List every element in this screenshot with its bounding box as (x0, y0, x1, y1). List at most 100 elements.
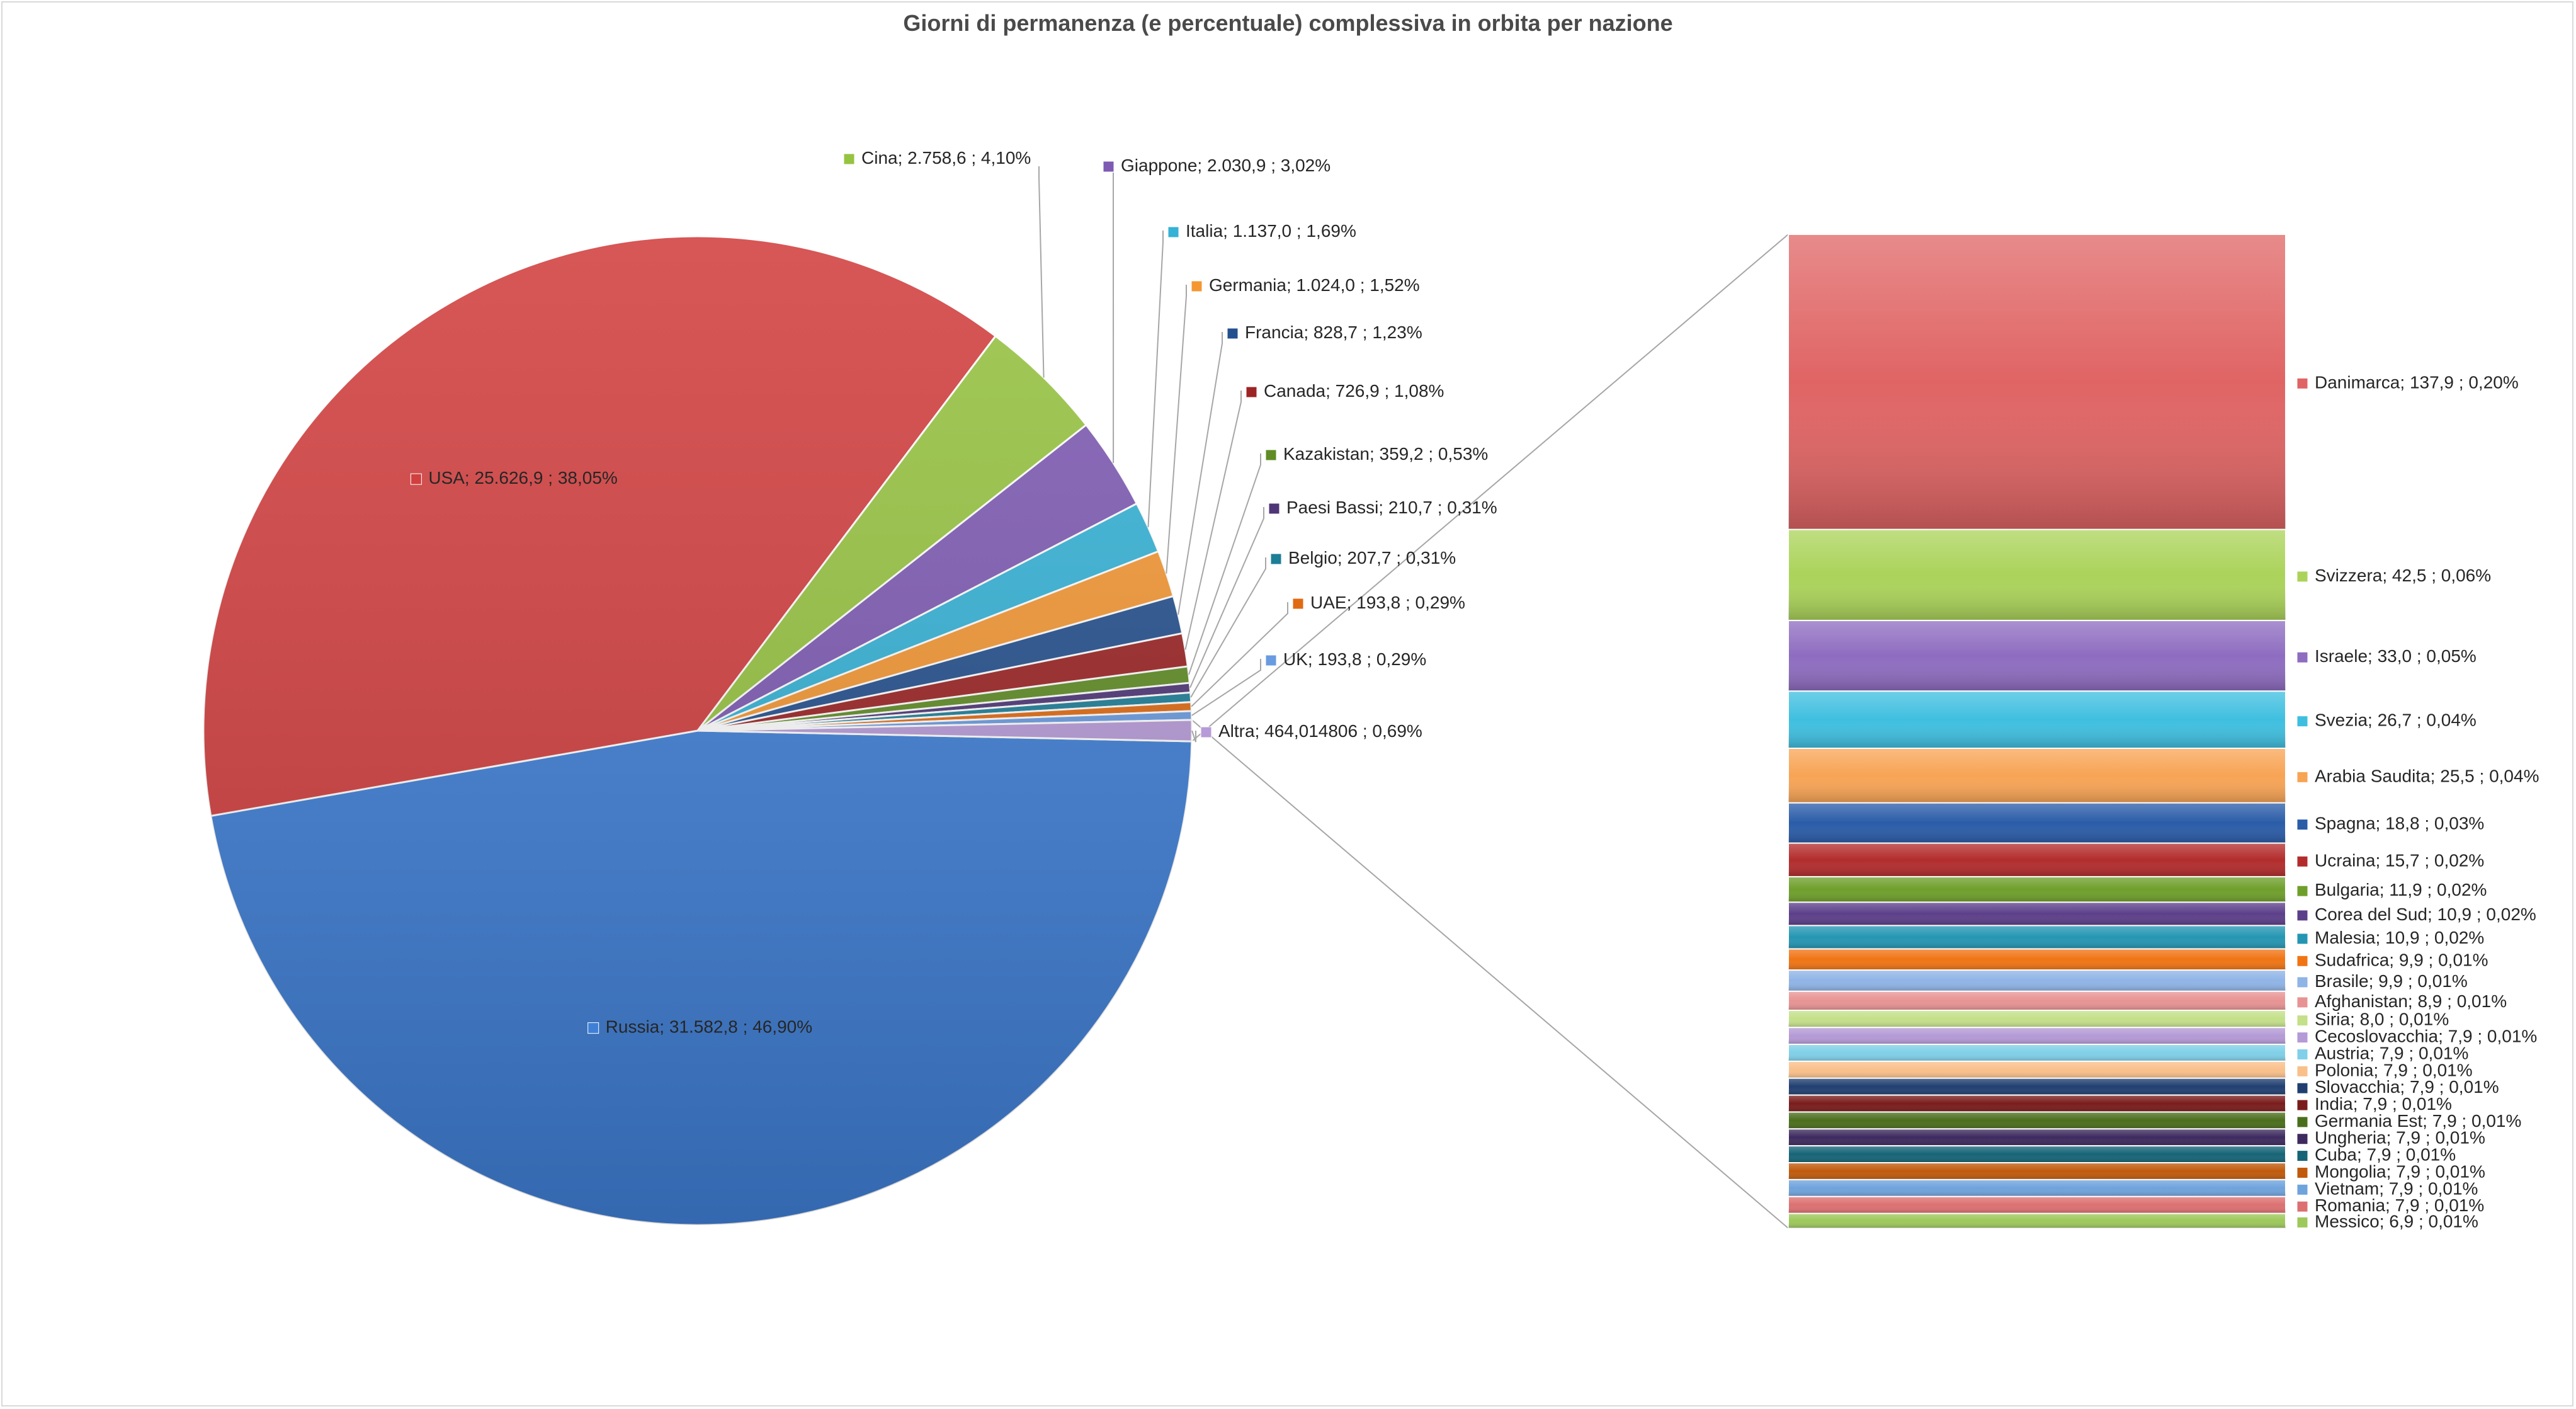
bar-label-polonia: Polonia; 7,9 ; 0,01% (2296, 1060, 2473, 1080)
bar-segment-shade (1788, 234, 2286, 530)
label-text: Messico; 6,9 ; 0,01% (2315, 1211, 2478, 1231)
label-key-swatch (2296, 651, 2308, 663)
bar-segment-shade (1788, 1196, 2286, 1214)
label-text: Canada; 726,9 ; 1,08% (1264, 381, 1444, 401)
bar-segment-shade (1788, 843, 2286, 877)
label-text: Malesia; 10,9 ; 0,02% (2315, 928, 2484, 947)
label-key-swatch (2296, 1048, 2308, 1060)
label-key-swatch (2296, 716, 2308, 727)
bar-segment-shade (1788, 1163, 2286, 1180)
bar-label-svizzera: Svizzera; 42,5 ; 0,06% (2296, 566, 2491, 585)
label-text: Danimarca; 137,9 ; 0,20% (2315, 372, 2519, 392)
label-text: Israele; 33,0 ; 0,05% (2315, 646, 2477, 666)
bar-segment-shade (1788, 991, 2286, 1011)
label-text: Polonia; 7,9 ; 0,01% (2315, 1060, 2473, 1080)
label-key-swatch (2296, 1150, 2308, 1162)
bar-label-corea-del-sud: Corea del Sud; 10,9 ; 0,02% (2296, 904, 2536, 924)
bar-label-vietnam: Vietnam; 7,9 ; 0,01% (2296, 1178, 2478, 1198)
connector-lines (1191, 234, 1789, 1229)
bar-label-slovacchia: Slovacchia; 7,9 ; 0,01% (2296, 1077, 2499, 1097)
label-key-swatch (2296, 976, 2308, 988)
leader-lines (1038, 166, 1288, 743)
label-key-swatch (2296, 1167, 2308, 1178)
bar-label-malesia: Malesia; 10,9 ; 0,02% (2296, 928, 2484, 947)
label-key-swatch (1270, 553, 1282, 565)
label-text: Ucraina; 15,7 ; 0,02% (2315, 850, 2484, 870)
label-key-swatch (1265, 449, 1277, 461)
pie-label-kazakistan: Kazakistan; 359,2 ; 0,53% (1265, 444, 1488, 464)
bar-segment-shade (1788, 1095, 2286, 1112)
bar-label-bulgaria: Bulgaria; 11,9 ; 0,02% (2296, 880, 2487, 899)
bar-label-ungheria: Ungheria; 7,9 ; 0,01% (2296, 1128, 2485, 1148)
leader-line-francia (1177, 332, 1223, 615)
label-key-swatch (2296, 1015, 2308, 1027)
label-key-swatch (2296, 1133, 2308, 1145)
bar-segment-shade (1788, 1010, 2286, 1028)
data-labels: Russia; 31.582,8 ; 46,90% USA; 25.626,9 ;… (410, 148, 2539, 1231)
label-text: Vietnam; 7,9 ; 0,01% (2315, 1178, 2478, 1198)
bar-label-ucraina: Ucraina; 15,7 ; 0,02% (2296, 850, 2484, 870)
leader-line-germania (1166, 285, 1187, 574)
label-key-swatch (2296, 1065, 2308, 1077)
label-text: UK; 193,8 ; 0,29% (1283, 649, 1426, 669)
pie-label-cina: Cina; 2.758,6 ; 4,10% (843, 148, 1031, 168)
label-text: Afghanistan; 8,9 ; 0,01% (2315, 991, 2507, 1011)
leader-line-uae (1191, 602, 1288, 707)
label-text: UAE; 193,8 ; 0,29% (1310, 593, 1465, 612)
label-key-swatch (2296, 571, 2308, 583)
label-key-swatch (2296, 377, 2308, 389)
bar-segment-shade (1788, 1061, 2286, 1078)
bar-segment-shade (1788, 902, 2286, 926)
pie-label-paesi-bassi: Paesi Bassi; 210,7 ; 0,31% (1268, 498, 1497, 517)
pie-label-altra: Altra; 464,014806 ; 0,69% (1200, 721, 1422, 741)
label-key-swatch (1167, 226, 1179, 238)
label-text: Francia; 828,7 ; 1,23% (1245, 322, 1422, 342)
pie-label-francia: Francia; 828,7 ; 1,23% (1227, 322, 1422, 342)
leader-line-cina (1038, 166, 1045, 378)
leader-line-uk (1191, 659, 1261, 716)
label-key-swatch (2296, 910, 2308, 921)
bar-label-romania: Romania; 7,9 ; 0,01% (2296, 1195, 2484, 1215)
label-key-swatch (1191, 280, 1203, 292)
leader-line-italia (1147, 231, 1164, 528)
bar-label-afghanistan: Afghanistan; 8,9 ; 0,01% (2296, 991, 2507, 1011)
pie-highlight (203, 236, 1192, 1225)
label-key-swatch (2296, 955, 2308, 967)
label-text: USA; 25.626,9 ; 38,05% (428, 468, 617, 488)
label-key-swatch (2296, 885, 2308, 897)
label-text: Slovacchia; 7,9 ; 0,01% (2315, 1077, 2499, 1097)
label-text: Cuba; 7,9 ; 0,01% (2315, 1145, 2456, 1165)
label-text: Belgio; 207,7 ; 0,31% (1288, 548, 1456, 568)
label-text: Svezia; 26,7 ; 0,04% (2315, 710, 2477, 730)
bar-segment-shade (1788, 970, 2286, 991)
label-text: India; 7,9 ; 0,01% (2315, 1094, 2452, 1114)
label-text: Svizzera; 42,5 ; 0,06% (2315, 566, 2491, 585)
label-key-swatch (1245, 386, 1257, 398)
bar-segment-shade (1788, 949, 2286, 971)
label-key-swatch (2296, 855, 2308, 867)
label-key-swatch (2296, 1201, 2308, 1212)
label-key-swatch (1227, 328, 1239, 339)
bar-label-sudafrica: Sudafrica; 9,9 ; 0,01% (2296, 950, 2488, 969)
bar-segment-shade (1788, 1078, 2286, 1095)
label-key-swatch (2296, 819, 2308, 831)
bar-segment-shade (1788, 1179, 2286, 1197)
bar-label-brasile: Brasile; 9,9 ; 0,01% (2296, 971, 2468, 991)
bar-label-mongolia: Mongolia; 7,9 ; 0,01% (2296, 1161, 2485, 1181)
label-text: Germania Est; 7,9 ; 0,01% (2315, 1111, 2521, 1131)
label-text: Arabia Saudita; 25,5 ; 0,04% (2315, 766, 2539, 785)
bar-label-danimarca: Danimarca; 137,9 ; 0,20% (2296, 372, 2519, 392)
label-key-swatch (1265, 654, 1277, 666)
leader-line-belgio (1190, 557, 1266, 698)
label-text: Brasile; 9,9 ; 0,01% (2315, 971, 2468, 991)
chart-title: Giorni di permanenza (e percentuale) com… (903, 10, 1673, 36)
bar-label-arabia-saudita: Arabia Saudita; 25,5 ; 0,04% (2296, 766, 2539, 785)
pie-label-usa: USA; 25.626,9 ; 38,05% (410, 468, 618, 488)
pie-label-canada: Canada; 726,9 ; 1,08% (1245, 381, 1444, 401)
connector-bottom (1191, 719, 1789, 1229)
label-text: Siria; 8,0 ; 0,01% (2315, 1010, 2449, 1029)
label-text: Giappone; 2.030,9 ; 3,02% (1121, 156, 1331, 175)
label-text: Romania; 7,9 ; 0,01% (2315, 1195, 2484, 1215)
pie-label-russia: Russia; 31.582,8 ; 46,90% (587, 1017, 812, 1037)
label-key-swatch (1103, 161, 1115, 173)
